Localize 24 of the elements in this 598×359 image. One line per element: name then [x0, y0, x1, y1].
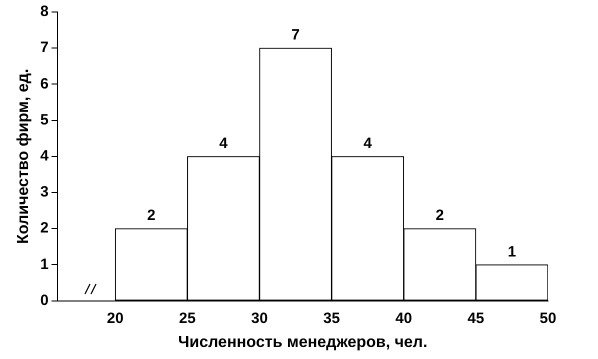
x-axis-title: Численность менеджеров, чел. [178, 334, 428, 351]
y-tick-label: 7 [40, 39, 49, 56]
y-tick-label: 8 [40, 3, 49, 20]
x-tick-label: 35 [323, 310, 340, 327]
data-label: 7 [291, 26, 300, 44]
data-label: 4 [219, 135, 228, 152]
y-tick-label: 0 [40, 292, 49, 309]
data-label: 2 [436, 207, 444, 224]
y-axis-title: Количество фирм, ед. [15, 68, 32, 244]
y-tick-label: 3 [40, 184, 49, 201]
x-tick-label: 20 [106, 310, 124, 327]
y-tick-label: 5 [40, 111, 49, 128]
data-label: 2 [147, 207, 156, 224]
data-label: 4 [364, 135, 373, 152]
x-tick-label: 25 [179, 310, 196, 327]
x-tick-label: 40 [395, 310, 412, 327]
y-tick-label: 1 [40, 256, 49, 273]
y-tick-label: 2 [40, 220, 49, 237]
y-tick-label: 4 [40, 148, 50, 165]
x-tick-label: 45 [468, 310, 484, 327]
x-tick-label: 30 [251, 310, 268, 327]
data-label: 1 [508, 243, 516, 260]
x-tick-label: 50 [540, 310, 556, 327]
y-tick-label: 6 [40, 75, 49, 92]
